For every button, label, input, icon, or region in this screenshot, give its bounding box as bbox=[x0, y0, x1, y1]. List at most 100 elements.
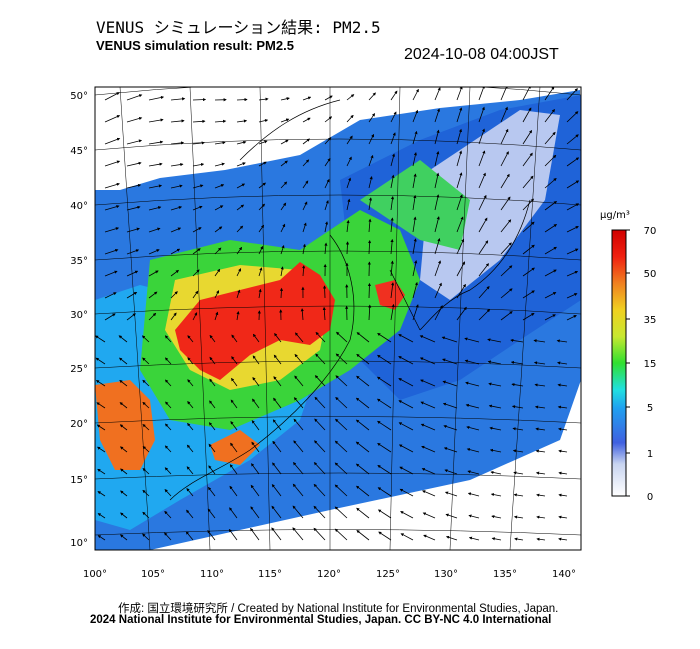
wind-arrow bbox=[566, 248, 579, 255]
wind-arrow bbox=[566, 157, 580, 167]
wind-arrow bbox=[434, 151, 440, 167]
wind-arrow bbox=[478, 194, 487, 211]
wind-arrow bbox=[214, 311, 219, 321]
wind-arrow bbox=[148, 249, 160, 255]
wind-arrow bbox=[164, 445, 172, 453]
wind-arrow bbox=[302, 243, 306, 255]
wind-arrow bbox=[280, 244, 285, 255]
wind-arrow bbox=[478, 87, 485, 101]
wind-arrow bbox=[324, 242, 328, 255]
wind-arrow bbox=[398, 444, 414, 453]
wind-arrow bbox=[522, 87, 531, 101]
wind-arrow bbox=[126, 116, 143, 123]
wind-arrow bbox=[324, 95, 333, 101]
wind-arrow bbox=[534, 405, 546, 409]
wind-arrow bbox=[534, 383, 546, 387]
wind-arrow bbox=[488, 382, 502, 387]
wind-arrow bbox=[434, 260, 442, 277]
wind-arrow bbox=[170, 141, 185, 145]
wind-arrow bbox=[141, 335, 150, 343]
wind-arrow bbox=[250, 484, 260, 497]
wind-arrow bbox=[490, 493, 502, 497]
wind-arrow bbox=[209, 334, 216, 343]
wind-arrow bbox=[511, 383, 524, 387]
wind-arrow bbox=[236, 225, 244, 233]
wind-arrow bbox=[236, 246, 243, 255]
credit-text: 作成: 国立環境研究所 / Created by National Instit… bbox=[118, 603, 559, 615]
x-tick-label: 120° bbox=[317, 569, 341, 580]
wind-arrow bbox=[251, 441, 260, 453]
wind-arrow bbox=[314, 396, 326, 409]
wind-arrow bbox=[334, 440, 348, 453]
wind-arrow bbox=[522, 244, 535, 255]
wind-arrow bbox=[489, 426, 502, 431]
wind-arrow bbox=[456, 150, 463, 167]
wind-arrow bbox=[445, 513, 458, 519]
wind-arrow bbox=[236, 268, 241, 277]
wind-arrow bbox=[186, 509, 194, 519]
colorbar-tick-label: 5 bbox=[647, 403, 653, 414]
wind-arrow bbox=[346, 198, 351, 211]
wind-arrow bbox=[207, 529, 216, 541]
wind-arrow bbox=[390, 90, 398, 101]
wind-arrow bbox=[423, 534, 436, 541]
wind-arrow bbox=[126, 313, 136, 321]
wind-arrow bbox=[302, 159, 310, 167]
wind-arrow bbox=[148, 162, 163, 167]
wind-arrow bbox=[324, 137, 332, 145]
wind-arrow bbox=[368, 154, 374, 167]
wind-arrow bbox=[314, 440, 326, 453]
wind-arrow bbox=[368, 176, 373, 189]
wind-arrow bbox=[236, 140, 247, 145]
wind-arrow bbox=[334, 462, 348, 475]
wind-arrow bbox=[510, 360, 524, 365]
x-tick-label: 115° bbox=[258, 569, 282, 580]
wind-arrow bbox=[412, 216, 417, 233]
wind-arrow bbox=[334, 484, 348, 497]
wind-arrow bbox=[302, 265, 306, 277]
wind-arrow bbox=[324, 221, 329, 233]
wind-arrow bbox=[512, 449, 524, 453]
wind-arrow bbox=[280, 181, 288, 189]
wind-arrow bbox=[422, 512, 436, 519]
wind-arrow bbox=[513, 471, 524, 475]
wind-arrow bbox=[252, 355, 260, 365]
wind-arrow bbox=[313, 483, 326, 497]
wind-arrow bbox=[104, 292, 117, 299]
wind-arrow bbox=[390, 303, 395, 321]
wind-arrow bbox=[368, 197, 373, 211]
wind-vectors bbox=[95, 87, 580, 541]
wind-arrow bbox=[557, 383, 568, 387]
colorbar-tick-label: 1 bbox=[647, 449, 653, 460]
wind-arrow bbox=[511, 405, 524, 409]
wind-arrow bbox=[500, 242, 512, 255]
wind-arrow bbox=[148, 291, 158, 299]
wind-arrow bbox=[187, 422, 194, 431]
wind-arrow bbox=[558, 493, 568, 497]
wind-arrow bbox=[192, 290, 199, 299]
wind-arrow bbox=[398, 400, 414, 409]
wind-arrow bbox=[399, 466, 414, 475]
wind-arrow bbox=[258, 118, 269, 123]
wind-arrow bbox=[209, 400, 216, 409]
wind-arrow bbox=[368, 133, 374, 145]
wind-arrow bbox=[119, 534, 128, 541]
wind-arrow bbox=[544, 177, 557, 189]
wind-arrow bbox=[164, 335, 172, 343]
wind-arrow bbox=[464, 359, 480, 365]
wind-arrow bbox=[434, 87, 441, 101]
wind-arrow bbox=[192, 205, 203, 211]
wind-arrow bbox=[434, 216, 440, 233]
wind-arrow bbox=[231, 356, 238, 365]
wind-arrow bbox=[258, 267, 263, 277]
wind-arrow bbox=[566, 88, 578, 101]
wind-arrow bbox=[556, 339, 568, 343]
wind-arrow bbox=[126, 161, 142, 167]
wind-arrow bbox=[192, 162, 205, 167]
wind-arrow bbox=[390, 132, 396, 145]
wind-arrow bbox=[292, 461, 304, 475]
wind-arrow bbox=[302, 117, 311, 123]
wind-arrow bbox=[512, 427, 524, 431]
wind-arrow bbox=[356, 375, 370, 387]
wind-arrow bbox=[356, 530, 370, 541]
